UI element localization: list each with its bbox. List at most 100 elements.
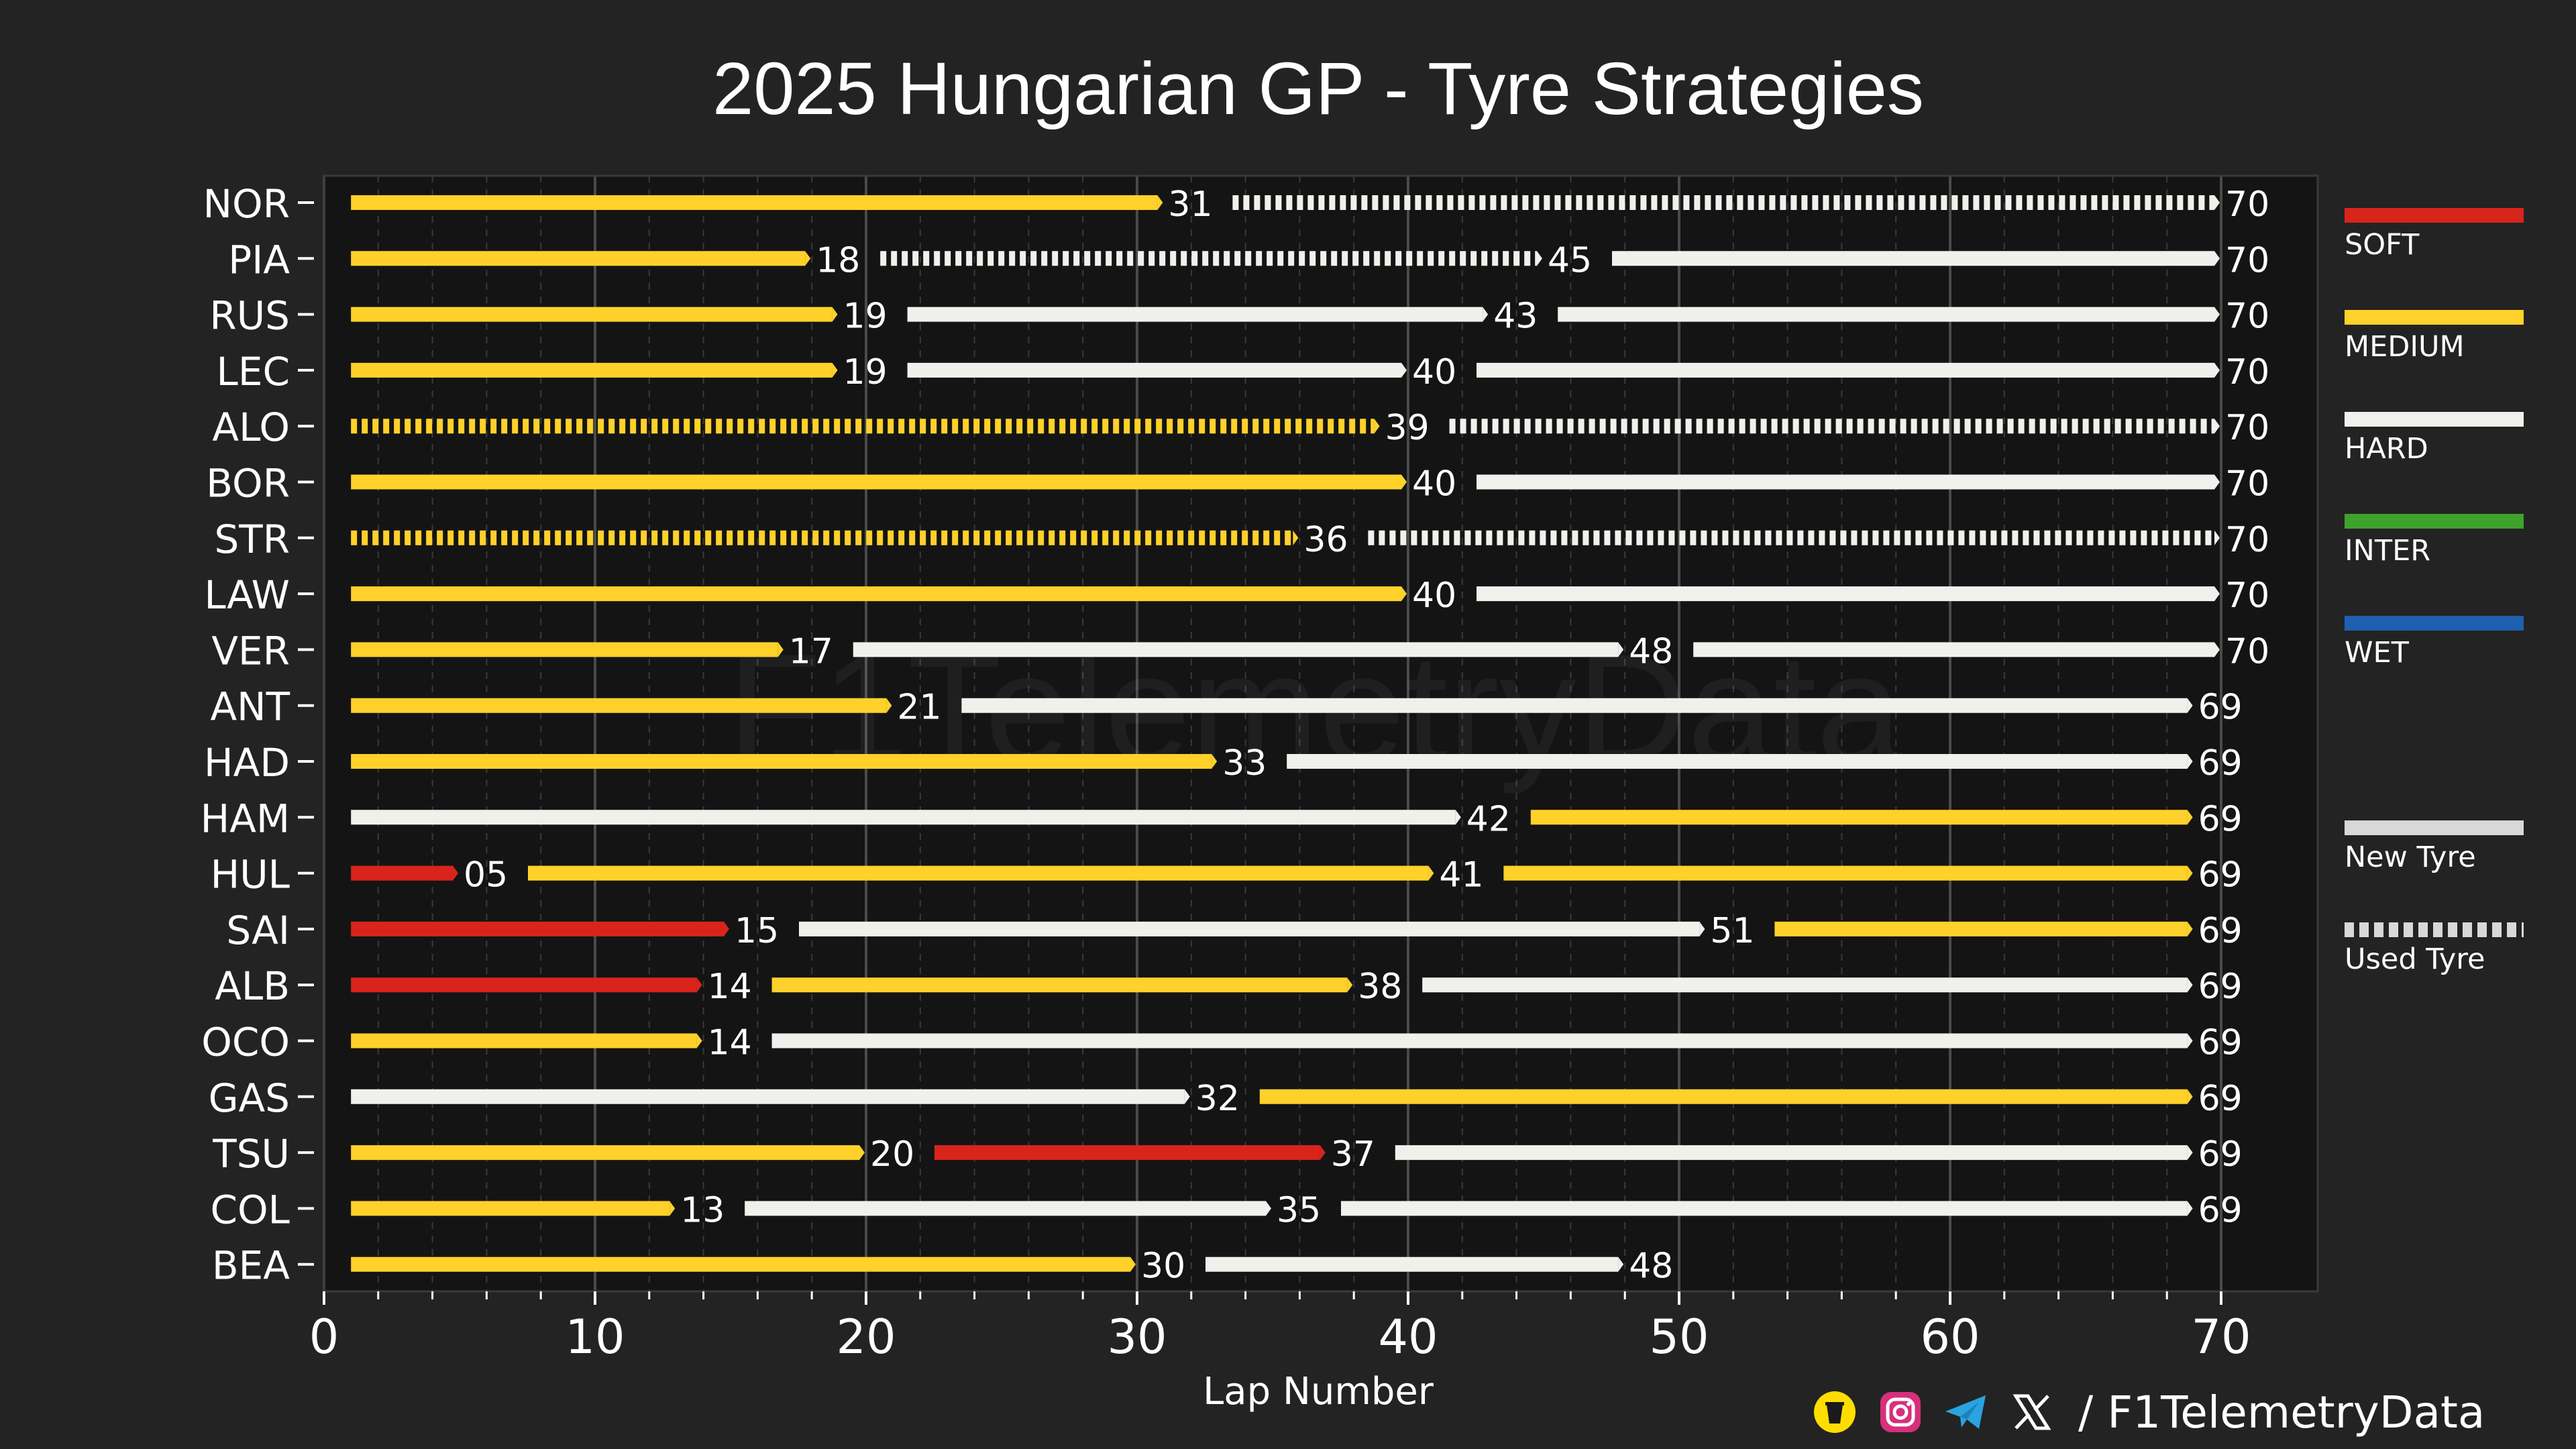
x-tick-label: 60 [1920,1309,1980,1364]
stint-bar-cap [1130,1256,1136,1272]
grid-lines [323,176,2222,1291]
stint-end-label: 35 [1277,1190,1321,1230]
stint-end-label: 18 [816,240,860,280]
stint-end-label: 70 [2225,352,2269,392]
stint-end-label: 41 [1439,855,1483,896]
driver-label-gas: GAS [209,1075,290,1121]
stint-bar-cap [832,307,838,322]
stint-end-label: 19 [843,297,888,337]
driver-label-bea: BEA [212,1243,290,1289]
footer-handle: / F1TelemetryData [2078,1386,2485,1438]
stint-bar-cap [2214,586,2220,602]
stint-bar-cap [2214,474,2220,490]
social-footer: / F1TelemetryData [1811,1382,2485,1442]
stint-bar-cap [453,865,458,881]
stint-end-label: 69 [2198,1190,2243,1230]
legend-new-tyre-swatch [2345,820,2524,835]
stint-bar-cap [1483,307,1489,322]
stint-bar-cap [886,698,892,713]
stint-bar-cap [1537,251,1542,266]
legend-wet-label: WET [2345,636,2409,669]
legend-new-tyre: New Tyre [2341,814,2529,894]
stint-bar-cap [2214,251,2220,266]
telegram-icon[interactable] [1943,1389,1990,1436]
driver-label-pia: PIA [228,237,290,282]
stint-end-label: 40 [1412,352,1456,392]
legend-new-tyre-label: New Tyre [2345,841,2476,874]
stint-end-label: 40 [1412,464,1456,504]
x-tick-label: 30 [1107,1309,1167,1364]
stint-end-label: 70 [2225,297,2269,337]
stint-bar-cap [2187,698,2193,713]
stint-bar-cap [832,362,838,378]
driver-label-ant: ANT [211,684,290,730]
stint-bar-cap [1293,530,1299,545]
stint-end-label: 69 [2198,911,2243,951]
instagram-icon[interactable] [1877,1389,1924,1436]
stint-bar-cap [1401,362,1407,378]
driver-label-alo: ALO [212,405,290,450]
stint-bar-cap [724,921,729,936]
stint-bar-cap [805,251,811,266]
legend-soft-swatch [2345,208,2524,223]
stint-bar-cap [669,1201,676,1216]
stint-bar-cap [1157,195,1163,210]
stint-bar-cap [2214,642,2220,657]
legend-inter-label: INTER [2345,534,2431,568]
x-tick-label: 70 [2191,1309,2251,1364]
stint-end-label: 70 [2225,576,2269,616]
stint-end-label: 39 [1385,408,1430,448]
x-tick-label: 40 [1378,1309,1438,1364]
x-axis-label: Lap Number [1203,1370,1434,1413]
stint-bar-cap [1320,1145,1326,1161]
stint-bar-cap [2214,307,2220,322]
driver-label-sai: SAI [226,908,290,953]
stint-end-label: 37 [1331,1134,1375,1175]
driver-label-ver: VER [211,628,290,674]
stint-bar-cap [2187,977,2193,993]
chart-title: 2025 Hungarian GP - Tyre Strategies [712,48,1924,130]
stint-end-label: 69 [2198,1079,2243,1119]
stint-bar-cap [1374,419,1380,434]
stint-end-label: 38 [1358,967,1402,1007]
stint-bar-cap [1699,921,1705,936]
stint-end-label: 70 [2225,184,2269,225]
x-icon[interactable] [2008,1389,2055,1436]
stint-end-label: 69 [2198,967,2243,1007]
legend-used-tyre: Used Tyre [2341,916,2529,996]
buymeacoffee-icon[interactable] [1811,1389,1858,1436]
legend-wet-swatch [2345,616,2524,631]
stint-end-label: 42 [1466,799,1511,839]
stint-bar-cap [696,977,702,993]
stint-bar-cap [2187,810,2193,825]
legend-soft-label: SOFT [2345,228,2420,262]
x-tick-label: 0 [309,1309,339,1364]
plot-area [324,176,2318,1291]
stint-end-label: 40 [1412,576,1456,616]
legend-hard-label: HARD [2345,432,2428,466]
legend-medium-label: MEDIUM [2345,330,2465,364]
driver-label-tsu: TSU [212,1131,290,1177]
stint-bar-cap [2187,1033,2193,1049]
stint-bar-cap [2214,530,2220,545]
legend-used-tyre-label: Used Tyre [2345,943,2485,976]
stint-end-label: 69 [2198,688,2243,728]
driver-label-bor: BOR [206,461,290,506]
legend-medium: MEDIUM [2341,303,2529,384]
stint-end-label: 69 [2198,799,2243,839]
stint-bar-cap [2187,1145,2193,1161]
stint-end-label: 48 [1629,1246,1673,1287]
stint-bar-cap [1455,810,1461,825]
stint-end-label: 43 [1493,297,1538,337]
driver-label-had: HAD [204,740,290,786]
stint-end-label: 19 [843,352,888,392]
stint-bar-cap [1184,1089,1190,1104]
stint-bar-cap [1401,586,1407,602]
stint-bar-cap [859,1145,865,1161]
stint-bar-cap [1428,865,1434,881]
stint-end-label: 36 [1303,520,1348,560]
stint-end-label: 14 [708,1023,752,1063]
driver-labels: NOR PIA RUS LEC ALO BOR STR LAW VER ANT HAD HAM HUL S… [201,181,314,1289]
stint-end-label: 17 [789,631,833,672]
